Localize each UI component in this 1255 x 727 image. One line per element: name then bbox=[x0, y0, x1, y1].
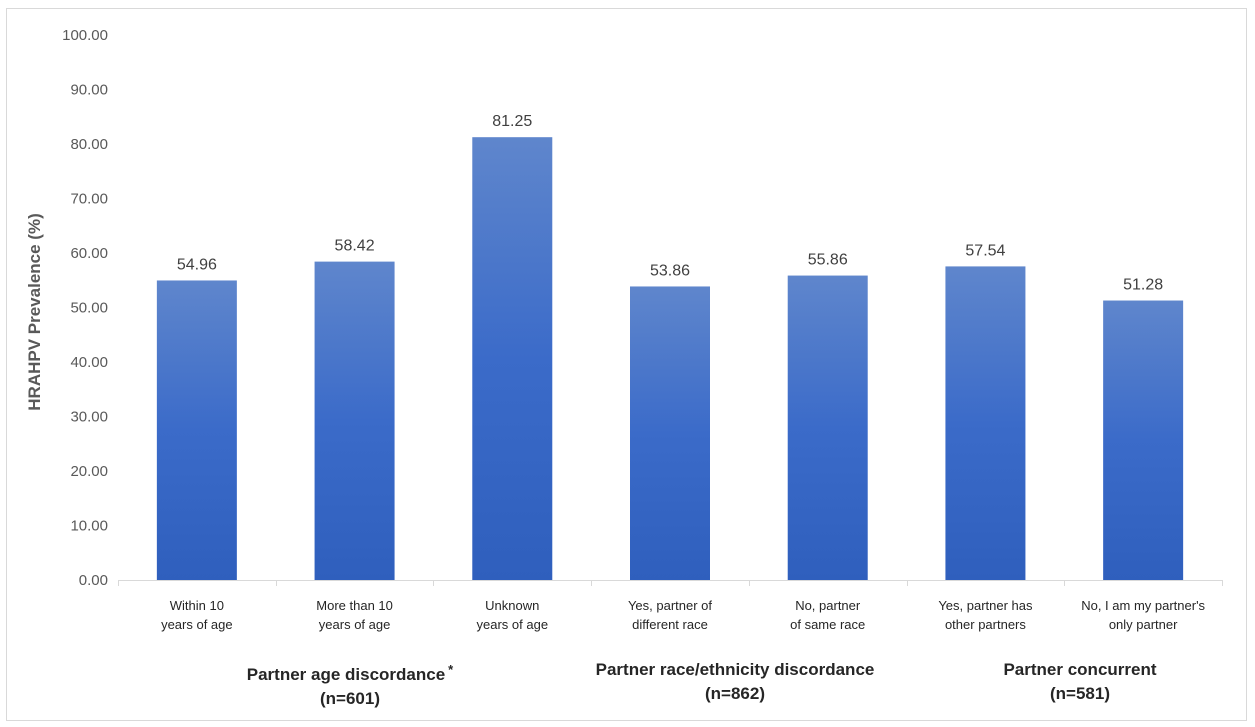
x-axis-ticks bbox=[118, 580, 1223, 586]
y-tick-label: 100.00 bbox=[62, 27, 108, 44]
bar-value-label: 54.96 bbox=[177, 256, 217, 273]
x-category-labels: Within 10 years of age More than 10 years o… bbox=[161, 598, 1205, 632]
y-tick-label: 40.00 bbox=[70, 354, 108, 371]
x-category-label: More than 10 bbox=[316, 598, 393, 613]
bar bbox=[156, 280, 237, 580]
group-label-age: Partner age discordance * (n=601) bbox=[200, 658, 500, 711]
y-tick-label: 90.00 bbox=[70, 82, 108, 99]
bar bbox=[472, 137, 553, 580]
bars bbox=[156, 137, 1184, 580]
significance-marker: * bbox=[448, 662, 454, 677]
group-label-concurrent: Partner concurrent (n=581) bbox=[980, 658, 1180, 706]
y-tick-label: 60.00 bbox=[70, 245, 108, 262]
y-tick-label: 20.00 bbox=[70, 463, 108, 480]
bar bbox=[787, 275, 868, 580]
group-concurrent-name: Partner concurrent bbox=[1003, 660, 1157, 679]
y-tick-label: 50.00 bbox=[70, 300, 108, 317]
x-category-label: only partner bbox=[1109, 617, 1178, 632]
bar-value-label: 57.54 bbox=[965, 242, 1005, 259]
x-category-label: of same race bbox=[790, 617, 865, 632]
x-category-label: years of age bbox=[477, 617, 549, 632]
bar bbox=[630, 286, 710, 580]
bar bbox=[1103, 300, 1184, 580]
data-labels: 54.96 58.42 81.25 53.86 55.86 57.54 51.28 bbox=[177, 113, 1163, 293]
x-category-label: Yes, partner has bbox=[938, 598, 1033, 613]
bar-value-label: 51.28 bbox=[1123, 277, 1163, 294]
group-race-name: Partner race/ethnicity discordance bbox=[595, 660, 875, 679]
y-tick-label: 0.00 bbox=[79, 572, 108, 589]
bar-value-label: 81.25 bbox=[492, 113, 532, 130]
bar-value-label: 55.86 bbox=[808, 252, 848, 269]
y-tick-label: 70.00 bbox=[70, 191, 108, 208]
y-tick-label: 10.00 bbox=[70, 518, 108, 535]
x-category-label: Yes, partner of bbox=[628, 598, 712, 613]
group-race-n: (n=862) bbox=[705, 684, 765, 703]
group-age-name: Partner age discordance bbox=[246, 665, 446, 684]
y-axis-title: HRAHPV Prevalence (%) bbox=[25, 213, 44, 410]
x-category-label: Unknown bbox=[485, 598, 539, 613]
bar-value-label: 58.42 bbox=[335, 238, 375, 255]
x-category-label: No, partner bbox=[795, 598, 861, 613]
x-category-label: No, I am my partner's bbox=[1081, 598, 1205, 613]
bar bbox=[945, 266, 1026, 580]
x-category-label: years of age bbox=[161, 617, 233, 632]
x-category-label: years of age bbox=[319, 617, 391, 632]
group-label-race: Partner race/ethnicity discordance (n=86… bbox=[560, 658, 910, 706]
bar bbox=[314, 261, 395, 580]
x-category-label: other partners bbox=[945, 617, 1026, 632]
group-age-n: (n=601) bbox=[320, 689, 380, 708]
y-axis: 0.00 10.00 20.00 30.00 40.00 50.00 60.00 70.00 8… bbox=[62, 27, 108, 589]
group-concurrent-n: (n=581) bbox=[1050, 684, 1110, 703]
x-category-label: Within 10 bbox=[170, 598, 224, 613]
y-tick-label: 30.00 bbox=[70, 409, 108, 426]
x-category-label: different race bbox=[632, 617, 708, 632]
bar-value-label: 53.86 bbox=[650, 262, 690, 279]
chart-frame bbox=[6, 8, 1247, 721]
y-tick-label: 80.00 bbox=[70, 136, 108, 153]
